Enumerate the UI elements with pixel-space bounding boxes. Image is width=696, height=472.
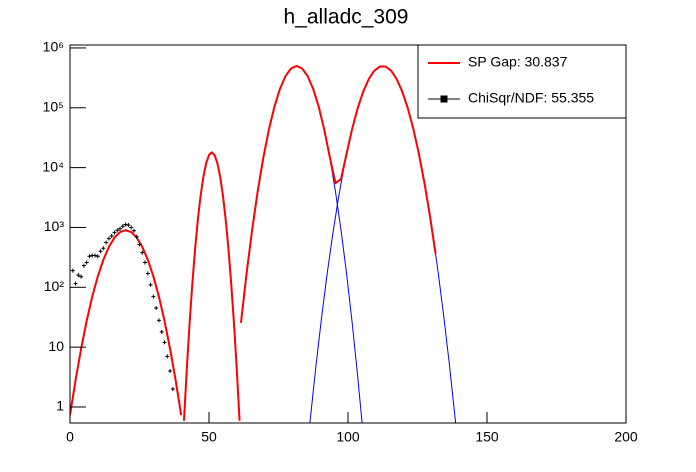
data-point <box>115 228 120 233</box>
data-point <box>81 263 86 268</box>
data-point <box>154 306 159 311</box>
data-point <box>106 236 111 241</box>
y-tick-label: 10⁵ <box>43 98 64 114</box>
data-point <box>112 230 117 235</box>
data-point <box>70 268 75 273</box>
legend-box <box>417 44 627 119</box>
data-point <box>104 240 109 245</box>
data-point <box>129 225 134 230</box>
y-tick-label: 1 <box>56 398 64 414</box>
y-tick-label: 10 <box>48 338 64 354</box>
data-point <box>93 253 98 258</box>
data-point <box>120 224 125 229</box>
data-point <box>148 282 153 287</box>
data-point <box>159 329 164 334</box>
chart-title: h_alladc_309 <box>284 6 409 29</box>
data-point <box>76 273 81 278</box>
legend-marker <box>440 95 448 103</box>
legend-label: SP Gap: 30.837 <box>468 54 568 70</box>
x-tick-label: 0 <box>66 429 74 445</box>
data-point <box>140 250 145 255</box>
data-point <box>134 234 139 239</box>
data-point <box>118 226 123 231</box>
x-tick-label: 100 <box>336 429 360 445</box>
data-point <box>137 242 142 247</box>
fit-line <box>70 64 437 421</box>
data-point <box>126 222 131 227</box>
data-point <box>151 294 156 299</box>
data-point <box>87 254 92 259</box>
data-point <box>109 234 114 239</box>
y-tick-label: 10² <box>44 278 65 294</box>
y-tick-label: 10⁴ <box>42 158 64 174</box>
data-point <box>131 228 136 233</box>
data-point <box>95 254 100 259</box>
data-point <box>170 386 175 391</box>
data-point <box>162 340 167 345</box>
data-point <box>143 260 148 265</box>
legend-label: ChiSqr/NDF: 55.355 <box>468 90 594 106</box>
data-point <box>168 368 173 373</box>
x-tick-label: 200 <box>614 429 638 445</box>
legend: SP Gap: 30.837 ChiSqr/NDF: 55.355 <box>417 44 627 119</box>
data-point <box>79 274 84 279</box>
data-point <box>156 318 161 323</box>
data-point <box>165 354 170 359</box>
data-point <box>73 281 78 286</box>
plot-area <box>70 64 457 423</box>
data-point <box>84 260 89 265</box>
y-tick-label: 10⁶ <box>43 39 64 55</box>
data-point <box>101 246 106 251</box>
data-point <box>98 249 103 254</box>
x-tick-label: 150 <box>475 429 499 445</box>
x-tick-label: 50 <box>201 429 217 445</box>
y-tick-label: 10³ <box>44 218 65 234</box>
data-point <box>145 271 150 276</box>
